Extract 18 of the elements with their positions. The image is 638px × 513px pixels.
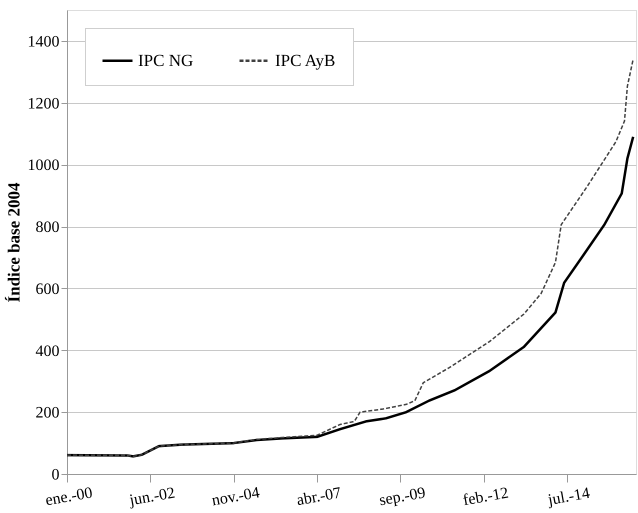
legend-label: IPC NG — [138, 50, 194, 70]
y-tick-label: 1200 — [28, 95, 60, 112]
y-tick-label: 0 — [52, 466, 60, 484]
y-tick-label: 800 — [36, 219, 60, 236]
y-axis-title: Índice base 2004 — [4, 182, 24, 302]
y-tick-label: 400 — [36, 342, 60, 360]
y-tick-label: 600 — [36, 280, 60, 298]
y-tick-label: 1400 — [28, 33, 60, 50]
x-tick-label: sep.-09 — [378, 484, 427, 510]
legend-label: IPC AyB — [275, 50, 336, 70]
x-tick-label: jun.-02 — [127, 484, 176, 510]
y-tick-label: 1000 — [28, 157, 60, 174]
x-tick-label: ene.-00 — [44, 484, 94, 510]
x-tick-label: feb.-12 — [462, 484, 510, 510]
x-tick-label: jul.-14 — [546, 484, 592, 510]
x-tick-label: nov.-04 — [210, 484, 261, 510]
x-tick-label: abr.-07 — [295, 484, 342, 510]
y-tick-label: 200 — [36, 404, 60, 422]
